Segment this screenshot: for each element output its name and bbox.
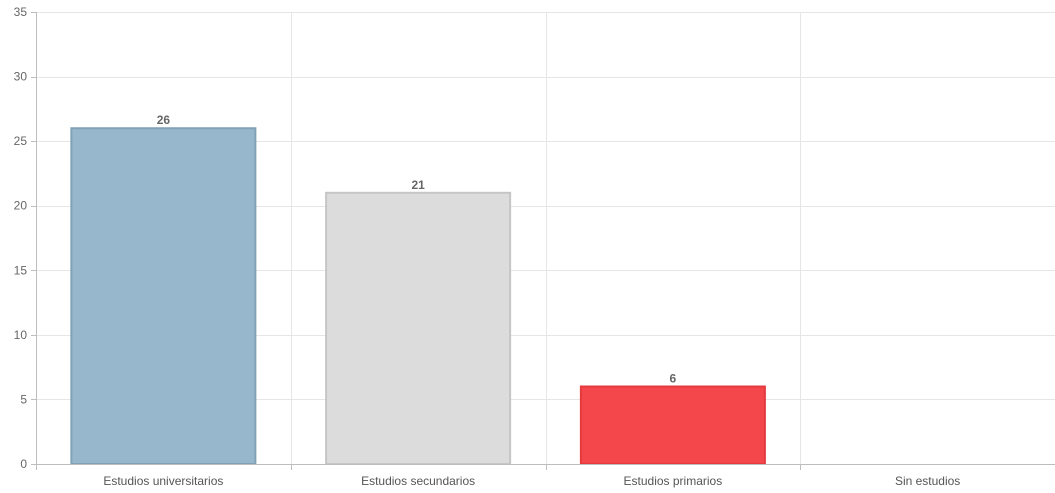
data-label: 21	[411, 178, 425, 192]
x-tick-label: Estudios secundarios	[361, 474, 475, 488]
y-tick-label: 30	[14, 70, 28, 84]
y-tick-label: 10	[14, 328, 28, 342]
labels: 0 5 10 15 20 25 30 35 26 Estudios universitarios 2…	[14, 5, 961, 488]
y-tick-label: 25	[14, 134, 28, 148]
y-tick-label: 15	[14, 263, 28, 277]
data-label: 6	[670, 372, 677, 386]
y-tick-label: 35	[14, 5, 28, 19]
axes	[31, 12, 1055, 470]
x-tick-label: Estudios universitarios	[103, 474, 223, 488]
y-tick-label: 0	[20, 457, 27, 471]
x-tick-label: Estudios primarios	[624, 474, 723, 488]
bar-estudios-primarios[interactable]	[579, 385, 766, 465]
bar-estudios-universitarios[interactable]	[70, 127, 257, 465]
x-tick-label: Sin estudios	[895, 474, 960, 488]
y-tick-label: 20	[14, 199, 28, 213]
bar-estudios-secundarios[interactable]	[325, 191, 512, 466]
y-tick-label: 5	[20, 392, 27, 406]
data-label: 26	[157, 113, 171, 127]
